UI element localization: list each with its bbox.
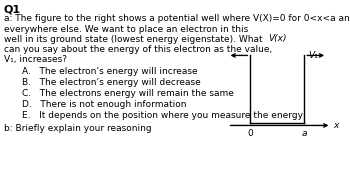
Text: 0: 0 bbox=[247, 130, 253, 138]
Text: everywhere else. We want to place an electron in this: everywhere else. We want to place an ele… bbox=[4, 25, 248, 34]
Text: a: The figure to the right shows a potential well where V(X)=0 for 0<x<a and V(X: a: The figure to the right shows a poten… bbox=[4, 14, 350, 23]
Text: D.   There is not enough information: D. There is not enough information bbox=[22, 100, 187, 109]
Text: well in its ground state (lowest energy eigenstate). What: well in its ground state (lowest energy … bbox=[4, 35, 262, 44]
Text: a: a bbox=[302, 130, 307, 138]
Text: B.   The electron’s energy will decrease: B. The electron’s energy will decrease bbox=[22, 78, 201, 87]
Text: V₁: V₁ bbox=[309, 51, 318, 60]
Text: V₁, increases?: V₁, increases? bbox=[4, 55, 67, 64]
Text: b: Briefly explain your reasoning: b: Briefly explain your reasoning bbox=[4, 124, 152, 133]
Text: C.   The electrons energy will remain the same: C. The electrons energy will remain the … bbox=[22, 89, 234, 98]
Text: V(x): V(x) bbox=[268, 34, 287, 43]
Text: can you say about the energy of this electron as the value,: can you say about the energy of this ele… bbox=[4, 45, 272, 54]
Text: x: x bbox=[334, 121, 339, 130]
Text: A.   The electron’s energy will increase: A. The electron’s energy will increase bbox=[22, 67, 198, 76]
Text: Q1: Q1 bbox=[4, 5, 21, 15]
Text: E.   It depends on the position where you measure the energy: E. It depends on the position where you … bbox=[22, 111, 303, 120]
